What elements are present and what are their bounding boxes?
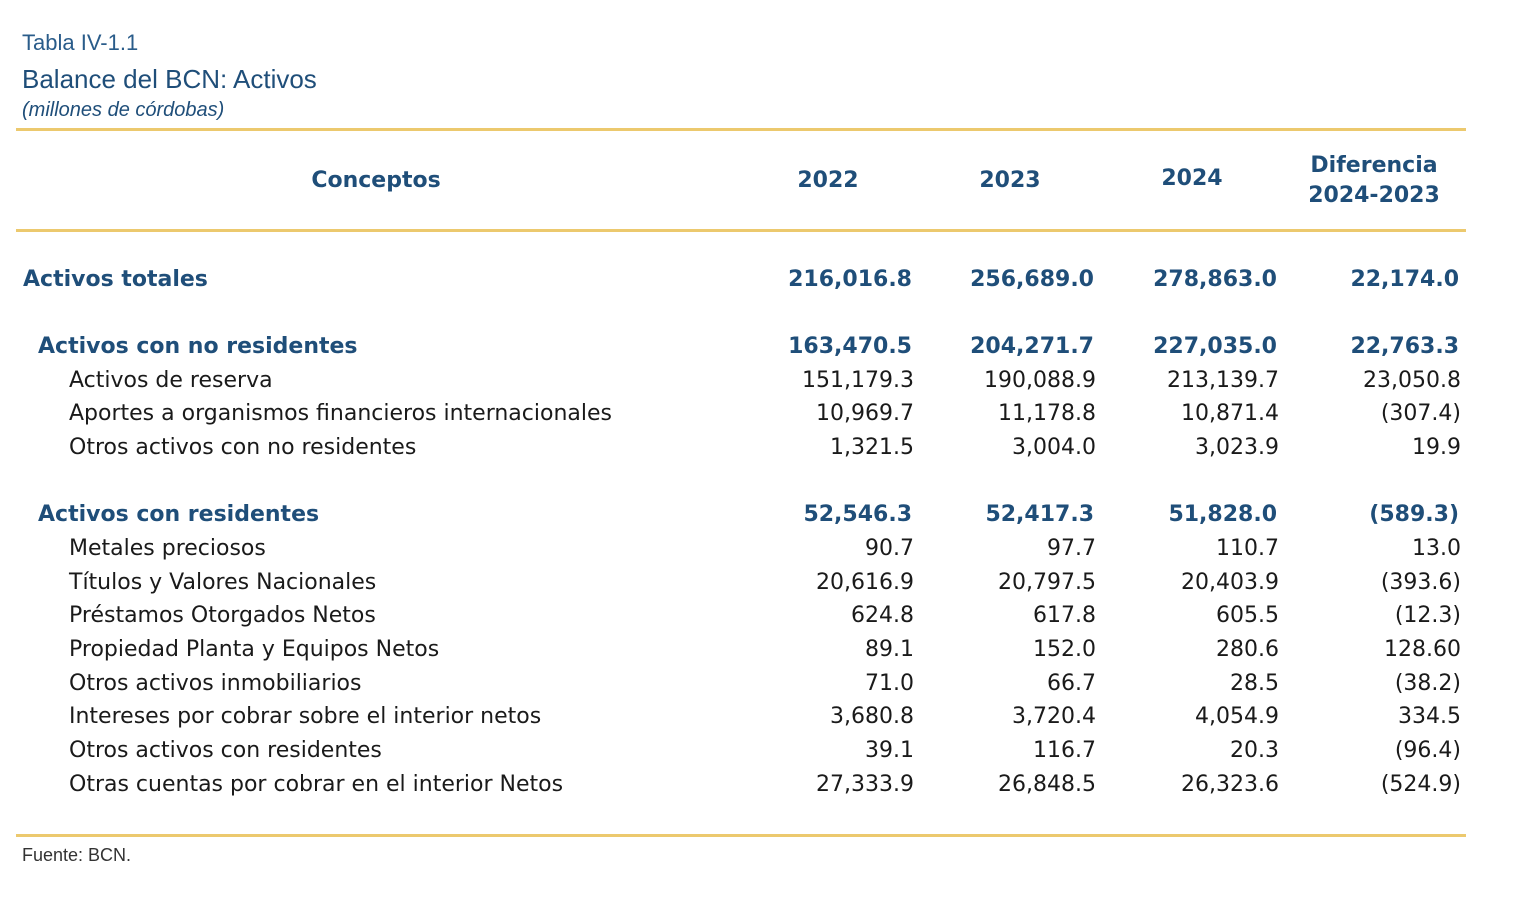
table-row: Aportes a organismos financieros interna… <box>0 401 1528 431</box>
table-row: Intereses por cobrar sobre el interior n… <box>0 704 1528 734</box>
table-row: Otras cuentas por cobrar en el interior … <box>0 772 1528 802</box>
value-2022: 27,333.9 <box>816 772 914 797</box>
table-number: Tabla IV-1.1 <box>22 30 139 55</box>
value-2022: 10,969.7 <box>816 401 914 426</box>
value-2024: 26,323.6 <box>1181 772 1279 797</box>
value-2023: 256,689.0 <box>970 267 1094 292</box>
value-2024: 280.6 <box>1216 637 1279 662</box>
header-rule <box>16 229 1466 232</box>
row-concept: Propiedad Planta y Equipos Netos <box>69 637 440 662</box>
value-2024: 605.5 <box>1216 603 1279 628</box>
row-concept: Otros activos con residentes <box>69 738 382 763</box>
value-difference: 128.60 <box>1384 637 1461 662</box>
table-row: Préstamos Otorgados Netos 624.8 617.8 605.5… <box>0 603 1528 633</box>
row-concept: Otros activos inmobiliarios <box>69 671 362 696</box>
value-2023: 152.0 <box>1033 637 1096 662</box>
value-difference: (96.4) <box>1394 738 1461 763</box>
column-header-difference-line1: Diferencia <box>1310 153 1438 178</box>
value-difference: (307.4) <box>1380 401 1461 426</box>
table-row: Otros activos con residentes 39.1 116.7 20.… <box>0 738 1528 768</box>
value-2023: 3,720.4 <box>1012 704 1096 729</box>
table-row-group: Activos con no residentes 163,470.5 204,27… <box>0 334 1528 364</box>
value-2023: 204,271.7 <box>970 334 1094 359</box>
value-2022: 52,546.3 <box>803 502 912 527</box>
value-2024: 4,054.9 <box>1195 704 1279 729</box>
value-2024: 10,871.4 <box>1181 401 1279 426</box>
column-header-difference-line2: 2024-2023 <box>1308 183 1440 208</box>
top-rule <box>16 128 1466 131</box>
value-2023: 617.8 <box>1033 603 1096 628</box>
value-difference: (589.3) <box>1369 502 1459 527</box>
value-2024: 20,403.9 <box>1181 570 1279 595</box>
table-row: Títulos y Valores Nacionales 20,616.9 20,7… <box>0 570 1528 600</box>
row-concept: Metales preciosos <box>69 536 266 561</box>
value-difference: (393.6) <box>1380 570 1461 595</box>
value-2022: 3,680.8 <box>830 704 914 729</box>
value-difference: (524.9) <box>1380 772 1461 797</box>
value-2023: 116.7 <box>1033 738 1096 763</box>
value-2024: 213,139.7 <box>1167 368 1279 393</box>
table-row: Otros activos con no residentes 1,321.5 3,… <box>0 435 1528 465</box>
value-2024: 227,035.0 <box>1153 334 1277 359</box>
row-concept: Activos de reserva <box>69 368 273 393</box>
table-row: Metales preciosos 90.7 97.7 110.7 13.0 <box>0 536 1528 566</box>
table-row-total: Activos totales 216,016.8 256,689.0 278,863… <box>0 267 1528 297</box>
row-concept: Otras cuentas por cobrar en el interior … <box>69 772 564 797</box>
value-2023: 52,417.3 <box>985 502 1094 527</box>
table-row: Otros activos inmobiliarios 71.0 66.7 28.5 (… <box>0 671 1528 701</box>
row-concept: Activos totales <box>23 267 208 292</box>
value-2022: 20,616.9 <box>816 570 914 595</box>
value-2022: 163,470.5 <box>788 334 912 359</box>
value-difference: 23,050.8 <box>1363 368 1461 393</box>
value-2023: 190,088.9 <box>984 368 1096 393</box>
value-difference: 13.0 <box>1412 536 1461 561</box>
value-2022: 71.0 <box>865 671 914 696</box>
table-row: Activos de reserva 151,179.3 190,088.9 213,… <box>0 368 1528 398</box>
value-2022: 90.7 <box>865 536 914 561</box>
column-header-2022: 2022 <box>797 168 859 193</box>
column-header-2024: 2024 <box>1161 166 1223 191</box>
row-concept: Intereses por cobrar sobre el interior n… <box>69 704 542 729</box>
column-header-difference: Diferencia 2024-2023 <box>1284 151 1464 211</box>
value-2024: 3,023.9 <box>1195 435 1279 460</box>
column-header-concepts: Conceptos <box>311 168 441 193</box>
value-2024: 28.5 <box>1230 671 1279 696</box>
value-2024: 278,863.0 <box>1153 267 1277 292</box>
value-2022: 89.1 <box>865 637 914 662</box>
value-2024: 110.7 <box>1216 536 1279 561</box>
value-2022: 151,179.3 <box>802 368 914 393</box>
value-difference: (38.2) <box>1394 671 1461 696</box>
value-2022: 216,016.8 <box>788 267 912 292</box>
value-2022: 39.1 <box>865 738 914 763</box>
value-2024: 20.3 <box>1230 738 1279 763</box>
row-concept: Otros activos con no residentes <box>69 435 417 460</box>
table-title: Balance del BCN: Activos <box>22 64 317 94</box>
value-difference: 19.9 <box>1412 435 1461 460</box>
source-note: Fuente: BCN. <box>22 845 132 865</box>
column-header-2023: 2023 <box>979 168 1041 193</box>
value-2022: 1,321.5 <box>830 435 914 460</box>
value-2024: 51,828.0 <box>1168 502 1277 527</box>
row-concept: Aportes a organismos financieros interna… <box>69 401 612 426</box>
value-2023: 66.7 <box>1047 671 1096 696</box>
value-difference: 22,763.3 <box>1350 334 1459 359</box>
value-2023: 26,848.5 <box>998 772 1096 797</box>
value-2022: 624.8 <box>851 603 914 628</box>
row-concept: Préstamos Otorgados Netos <box>69 603 376 628</box>
value-2023: 11,178.8 <box>998 401 1096 426</box>
table-units: (millones de córdobas) <box>22 99 225 121</box>
table-row-group: Activos con residentes 52,546.3 52,417.3 51… <box>0 502 1528 532</box>
row-concept: Activos con residentes <box>38 502 320 527</box>
value-2023: 3,004.0 <box>1012 435 1096 460</box>
value-difference: 22,174.0 <box>1350 267 1459 292</box>
value-difference: 334.5 <box>1398 704 1461 729</box>
value-2023: 20,797.5 <box>998 570 1096 595</box>
bottom-rule <box>16 834 1466 837</box>
table-row: Propiedad Planta y Equipos Netos 89.1 152.… <box>0 637 1528 667</box>
value-difference: (12.3) <box>1394 603 1461 628</box>
value-2023: 97.7 <box>1047 536 1096 561</box>
row-concept: Títulos y Valores Nacionales <box>69 570 377 595</box>
row-concept: Activos con no residentes <box>38 334 358 359</box>
